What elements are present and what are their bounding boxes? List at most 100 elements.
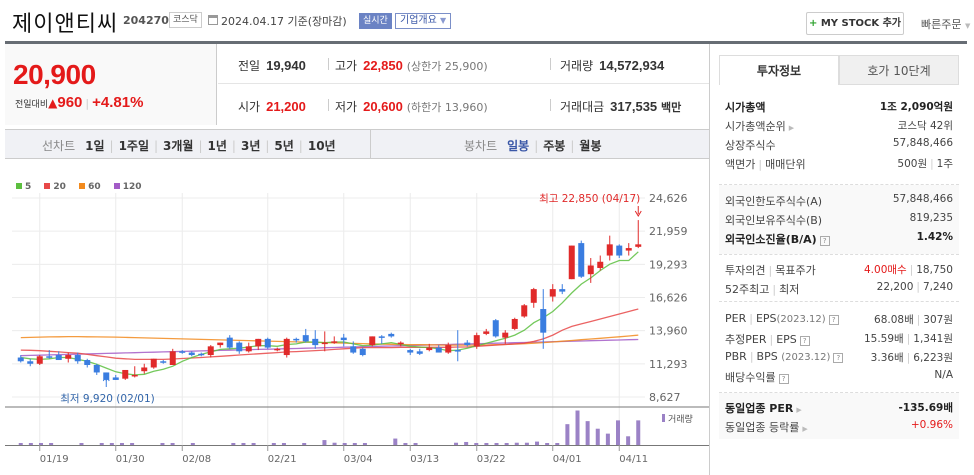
svg-text:최고 22,850 (04/17): 최고 22,850 (04/17) [539,193,640,205]
svg-text:24,626: 24,626 [649,192,688,205]
trade-value: 거래대금 317,535 백만 [560,99,682,114]
quote-panel: 20,900 전일대비▲960 | +4.81% 전일 19,940 고가 22,850… [5,44,710,125]
foreign-ownership-section: 외국인한도주식수(A) 57,848,466 외국인보유주식수(B) 819,235… [719,185,959,254]
market-badge: 코스닥 [169,12,202,28]
listed-shares-row: 상장주식수 57,848,466 [725,137,953,152]
plus-icon: + [808,18,818,29]
quote-row-1: 전일 19,940 고가 22,850 (상한가 25,900) 거래량 14,572… [218,44,710,84]
market-cap-section: 시가총액 1조 2,090억원 시가총액순위 ▶ 코스닥 42위 상장주식수 57,84… [719,95,959,185]
chevron-right-icon: ▶ [796,406,802,414]
market-cap-rank-row[interactable]: 시가총액순위 ▶ 코스닥 42위 [725,120,953,133]
svg-text:8,627: 8,627 [649,391,681,404]
industry-change-row[interactable]: 동일업종 등락률 ▶ +0.96% [725,419,953,434]
current-price-box: 20,900 전일대비▲960 | +4.81% [5,44,217,125]
candle-chart-periods: 봉차트 일봉 | 주봉 | 월봉 [464,139,602,153]
help-icon[interactable]: ? [819,236,830,246]
chevron-right-icon: ▶ [788,124,795,132]
svg-text:02/08: 02/08 [182,454,211,465]
side-tabs: 투자정보 호가 10단계 [719,55,959,85]
chevron-right-icon: ▶ [802,425,808,433]
period-1w[interactable]: 1주일 [118,139,149,153]
valuation-section: PER | EPS(2023.12)? 68.08배 | 307원 추정PER | EPS? 1… [719,302,959,390]
svg-text:거래량: 거래량 [668,413,693,425]
period-divider [370,130,371,159]
stock-chart[interactable]: 5 20 60 120 24,626 21,959 19,293 16,626 13,9… [5,175,710,475]
svg-text:16,626: 16,626 [649,292,688,305]
par-value-row: 액면가 | 매매단위 500원 | 1주 [725,158,953,171]
high-price: 고가 22,850 (상한가 25,900) [335,58,488,73]
change-label: 전일대비 [15,100,49,110]
quote-row-2: 시가 21,200 저가 20,600 (하한가 13,960) 거래대금 317,5… [218,85,710,125]
period-3y[interactable]: 3년 [240,139,261,153]
help-icon[interactable]: ? [778,374,789,384]
calendar-icon [208,15,218,25]
legend-ma5: 5 [16,182,31,192]
period-1y[interactable]: 1년 [207,139,227,153]
stock-code: 204270 [123,14,169,27]
svg-text:03/04: 03/04 [344,454,373,465]
tab-order-book[interactable]: 호가 10단계 [839,55,959,85]
opinion-section: 투자의견 | 목표주가 4.00매수 | 18,750 52주최고 | 최저 22,200 | 7,… [719,255,959,301]
svg-text:02/21: 02/21 [268,454,297,465]
company-info-label: 기업개요 [400,15,437,26]
current-price: 20,900 [13,59,96,90]
help-icon[interactable]: ? [799,336,810,346]
52w-range-row: 52주최고 | 최저 22,200 | 7,240 [725,281,953,296]
company-info-button[interactable]: 기업개요 ▼ [395,13,452,29]
volume: 거래량 14,572,934 [560,58,665,73]
period-3m[interactable]: 3개월 [163,139,194,153]
chart-period-bar: 선차트 1일 | 1주일 | 3개월 | 1년 | 3년 | 5년 | 10년 봉차트 일봉 | 주봉 | 월봉 [5,129,710,159]
company-name: 제이앤티씨 [12,12,119,37]
help-icon[interactable]: ? [828,315,839,325]
candle-chart-label: 봉차트 [464,139,498,153]
svg-text:01/30: 01/30 [116,454,145,465]
industry-section: 동일업종 PER ▶ -135.69배 동일업종 등락률 ▶ +0.96% [719,393,959,439]
period-10y[interactable]: 10년 [307,139,336,153]
quick-order-label: 빠른주문 [921,18,962,31]
chevron-down-icon: ▼ [964,22,971,30]
svg-text:11,293: 11,293 [649,358,688,371]
change-amount: 960 [57,94,83,111]
add-mystock-label: MY STOCK 추가 [820,18,902,29]
line-chart-label: 선차트 [42,139,76,153]
change-percent: +4.81% [92,94,144,111]
dividend-yield-row: 배당수익률? N/A [725,369,953,384]
chart-legend: 5 20 60 120 [16,182,152,192]
industry-per-row[interactable]: 동일업종 PER ▶ -135.69배 [725,402,953,415]
header-divider [5,41,967,44]
est-per-eps-row: 추정PER | EPS? 15.59배 | 1,341원 [725,333,953,346]
svg-text:03/13: 03/13 [410,454,439,465]
candle-weekly[interactable]: 주봉 [543,139,566,153]
candlestick-chart[interactable]: 24,626 21,959 19,293 16,626 13,960 11,293 8,62… [5,175,710,475]
help-icon[interactable]: ? [833,353,844,363]
svg-text:21,959: 21,959 [649,225,688,238]
svg-text:19,293: 19,293 [649,258,688,271]
legend-ma20: 20 [44,182,66,192]
tab-investment-info[interactable]: 투자정보 [719,55,839,85]
add-mystock-button[interactable]: + MY STOCK 추가 [806,12,904,35]
pbr-bps-row: PBR | BPS (2023.12)? 3.36배 | 6,223원 [725,350,953,364]
period-1d[interactable]: 1일 [85,139,105,153]
prev-close: 전일 19,940 [238,58,306,73]
svg-text:01/19: 01/19 [40,454,69,465]
period-5y[interactable]: 5년 [274,139,294,153]
low-price: 저가 20,600 (하한가 13,960) [335,99,488,114]
page-header: 제이앤티씨 204270 코스닥 2024.04.17 기준(장마감) 실시간 … [0,0,974,40]
opinion-target-row: 투자의견 | 목표주가 4.00매수 | 18,750 [725,264,953,277]
candle-monthly[interactable]: 월봉 [579,139,602,153]
foreign-holding-row: 외국인보유주식수(B) 819,235 [725,212,953,227]
quick-order-button[interactable]: 빠른주문 ▼ [921,16,970,32]
foreign-limit-row: 외국인한도주식수(A) 57,848,466 [725,193,953,208]
market-cap-row: 시가총액 1조 2,090억원 [725,101,953,114]
line-chart-periods: 선차트 1일 | 1주일 | 3개월 | 1년 | 3년 | 5년 | 10년 [42,139,336,153]
svg-text:04/01: 04/01 [553,454,582,465]
up-arrow-icon: ▲ [48,96,58,110]
panel-divider [709,44,710,475]
price-change: 전일대비▲960 | +4.81% [15,94,144,111]
foreign-ratio-row: 외국인소진율(B/A)? 1.42% [725,231,953,246]
realtime-badge[interactable]: 실시간 [359,13,392,29]
per-eps-row: PER | EPS(2023.12)? 68.08배 | 307원 [725,312,953,326]
legend-ma120: 120 [113,182,142,192]
svg-text:13,960: 13,960 [649,325,688,338]
candle-daily[interactable]: 일봉 [507,139,530,153]
